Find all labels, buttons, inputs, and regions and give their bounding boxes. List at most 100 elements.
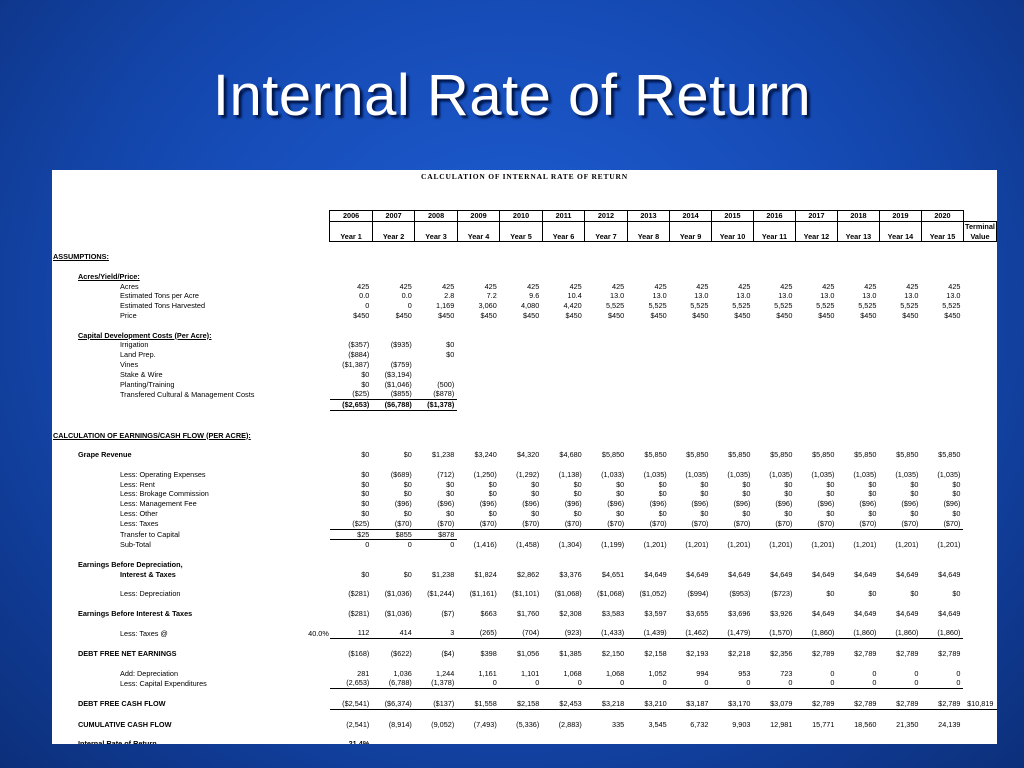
value-cell: $398 (480, 649, 497, 659)
value-cell: $3,218 (584, 699, 628, 710)
value-cell: (9,052) (431, 719, 455, 729)
value-cell (795, 560, 837, 570)
value-cell (457, 380, 499, 390)
value-cell: 5,525 (605, 301, 625, 311)
value-cell (795, 400, 837, 411)
row-label: Internal Rate of Return (78, 739, 157, 744)
value-cell (542, 331, 584, 341)
value-cell: $0 (488, 508, 497, 518)
terminal-cell (963, 470, 996, 480)
value-cell: (1,035) (769, 469, 793, 479)
value-cell: $0 (403, 489, 412, 499)
table-row: Estimated Tons per Acre 0.0 0.0 2.8 7.2 9.6 10… (52, 291, 997, 301)
value-cell (711, 370, 753, 380)
value-cell: $450 (692, 310, 709, 320)
value-cell (500, 389, 542, 399)
header-cell (710, 220, 754, 232)
value-cell: 5,525 (858, 301, 877, 311)
value-cell: 0 (365, 540, 370, 550)
row-label: Sub-Total (120, 540, 151, 550)
value-cell: $0 (868, 489, 877, 499)
value-cell (542, 431, 584, 441)
value-cell: ($96) (394, 499, 412, 509)
value-cell: $4,649 (938, 608, 961, 618)
value-cell: $0 (826, 489, 835, 499)
value-cell: ($6,374) (372, 699, 415, 710)
header-year: 2009 (456, 210, 501, 222)
value-cell: 13.0 (736, 291, 751, 301)
value-cell: (1,304) (558, 540, 582, 550)
value-cell: $4,649 (812, 608, 835, 618)
value-cell: $0 (446, 508, 455, 518)
irr-table: 2006 2007 2008 2009 2010 2011 2012 2013 2014 2015… (52, 210, 997, 744)
value-cell (879, 272, 921, 282)
value-cell: $3,926 (770, 608, 793, 618)
value-cell: 1,068 (605, 668, 625, 678)
tax-rate-wrap: 40.0% (223, 629, 329, 639)
value-cell: ($7) (441, 608, 455, 618)
value-cell (795, 340, 837, 350)
value-cell: ($70) (542, 518, 585, 530)
value-cell (585, 252, 627, 262)
value-cell: ($622) (390, 649, 412, 659)
value-cell: $0 (446, 479, 455, 489)
value-cell: ($96) (733, 499, 751, 509)
row-label: Less: Other (120, 508, 158, 518)
terminal-cell (963, 540, 996, 550)
value-cell: $2,150 (601, 649, 625, 659)
value-cell (627, 560, 669, 570)
value-cell: ($281) (348, 608, 370, 618)
value-cell (670, 389, 712, 399)
header-value: Value (962, 231, 997, 243)
spacer-cell (52, 262, 997, 272)
value-cell: $0 (910, 508, 919, 518)
value-cell: (1,035) (685, 469, 709, 479)
terminal-cell (963, 570, 996, 580)
value-cell: ($70) (414, 518, 458, 530)
value-cell: 4,080 (521, 301, 540, 311)
value-cell (711, 400, 753, 411)
header-period: Year 10 (710, 231, 754, 243)
value-cell (879, 739, 921, 744)
value-cell (372, 350, 414, 360)
value-cell: (1,860) (921, 628, 964, 640)
value-cell: ($96) (649, 499, 667, 509)
value-cell (795, 389, 837, 399)
value-cell: 0 (542, 678, 585, 690)
value-cell: ($994) (687, 589, 709, 599)
table-row: Less: Depreciation ($281) ($1,036) ($1,244)… (52, 589, 997, 599)
value-cell: $1,238 (431, 569, 455, 579)
value-cell: $450 (944, 310, 961, 320)
value-cell: $1,760 (516, 608, 540, 618)
table-row: Less: Management Fee $0 ($96) ($96) ($96) ($9… (52, 499, 997, 509)
value-cell: 425 (906, 281, 919, 291)
value-cell: $2,789 (879, 699, 922, 710)
value-cell: ($759) (390, 359, 412, 369)
value-cell: $0 (952, 479, 961, 489)
value-cell: 13.0 (694, 291, 709, 301)
table-row: Acres 425 425 425 425 425 425 425 425 425 425 425 42… (52, 282, 997, 292)
value-cell (837, 370, 879, 380)
value-cell: 13.0 (946, 291, 961, 301)
header-cell (414, 220, 458, 232)
value-cell: ($1,036) (384, 608, 412, 618)
value-cell: $2,789 (938, 649, 961, 659)
value-cell (670, 529, 712, 540)
table-row (52, 421, 997, 431)
row-label: Earnings Before Interest & Taxes (78, 608, 193, 618)
value-cell: $1,385 (559, 649, 582, 659)
value-cell (457, 389, 499, 399)
value-cell (500, 739, 542, 744)
terminal-cell (963, 529, 996, 540)
value-cell: (1,201) (895, 540, 919, 550)
header-year: 2013 (626, 210, 671, 222)
value-cell: ($357) (348, 340, 370, 350)
value-cell: $450 (902, 310, 919, 320)
value-cell: $450 (860, 310, 877, 320)
value-cell: $0 (742, 489, 751, 499)
row-label: Less: Rent (120, 479, 155, 489)
value-cell (879, 529, 921, 540)
value-cell: ($70) (499, 518, 543, 530)
value-cell: ($70) (837, 518, 880, 530)
value-cell: 425 (357, 281, 370, 291)
